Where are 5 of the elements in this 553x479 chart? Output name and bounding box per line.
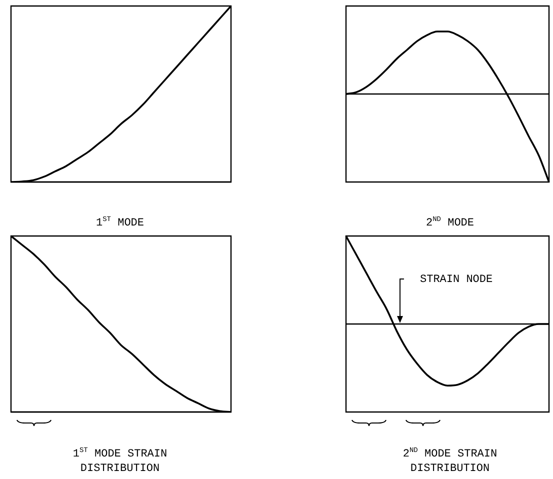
text: 1$^{ST}$ MODE STRAIN DISTRIBUTION bbox=[72, 446, 168, 476]
text: 2$^{ND}$ MODE STRAIN DISTRIBUTION bbox=[402, 446, 498, 476]
text: 1$^{ST}$ MODE bbox=[94, 215, 146, 231]
text: 2$^{ND}$ MODE bbox=[424, 215, 476, 231]
annotation: STRAIN NODE bbox=[420, 274, 493, 286]
